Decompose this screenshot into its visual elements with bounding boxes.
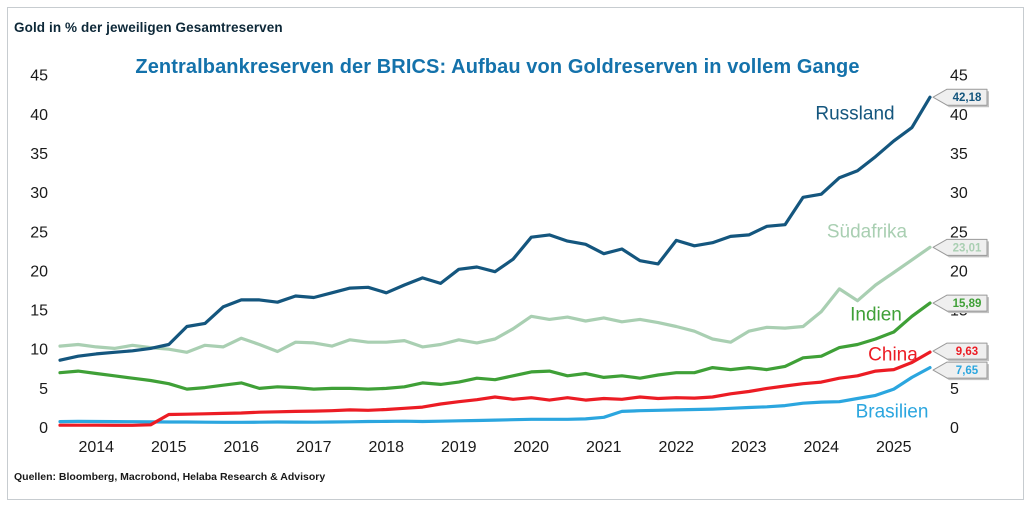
callout-box-südafrika: [932, 238, 988, 256]
series-line-china: [58, 350, 932, 427]
x-axis-label: 2025: [876, 439, 912, 456]
y-axis-label-left: 10: [30, 342, 48, 359]
y-axis-label-left: 5: [39, 381, 48, 398]
series-label-brasilien: Brasilien: [856, 402, 929, 423]
series-line-südafrika: [58, 245, 932, 354]
x-axis-label: 2015: [151, 439, 187, 456]
x-axis-label: 2017: [296, 439, 332, 456]
y-axis-label-left: 45: [30, 68, 48, 85]
y-axis-label-left: 35: [30, 146, 48, 163]
x-axis-label: 2018: [368, 439, 404, 456]
x-axis-label: 2022: [658, 439, 694, 456]
x-axis-label: 2024: [803, 439, 839, 456]
y-axis-label-right: 0: [950, 420, 959, 437]
callout-value-indien: 15,89: [953, 298, 982, 310]
callout-box-china: [932, 342, 988, 360]
series-label-china: China: [868, 345, 918, 366]
y-axis-label-right: 20: [950, 263, 968, 280]
y-axis-label-left: 40: [30, 107, 48, 124]
callout-value-brasilien: 7,65: [956, 365, 979, 377]
series-label-russland: Russland: [815, 104, 894, 125]
y-axis-label-left: 20: [30, 263, 48, 280]
y-axis-label-left: 25: [30, 224, 48, 241]
y-axis-label-left: 30: [30, 185, 48, 202]
x-axis-label: 2014: [78, 439, 114, 456]
y-axis-label-right: 5: [950, 381, 959, 398]
chart-units-subtitle: Gold in % der jeweiligen Gesamtreserven: [14, 20, 283, 35]
chart-title: Zentralbankreserven der BRICS: Aufbau vo…: [135, 56, 860, 78]
x-axis-label: 2019: [441, 439, 477, 456]
callout-value-russland: 42,18: [953, 92, 982, 104]
series-label-indien: Indien: [850, 305, 902, 326]
y-axis-label-right: 25: [950, 224, 968, 241]
callout-box-indien: [932, 294, 988, 312]
source-note: Quellen: Bloomberg, Macrobond, Helaba Re…: [14, 471, 326, 483]
y-axis-label-right: 40: [950, 107, 968, 124]
callout-value-südafrika: 23,01: [953, 242, 982, 254]
x-axis-label: 2023: [731, 439, 767, 456]
y-axis-label-left: 0: [39, 420, 48, 437]
x-axis-label: 2016: [223, 439, 259, 456]
series-label-südafrika: Südafrika: [827, 222, 908, 243]
y-axis-label-right: 45: [950, 68, 968, 85]
y-axis-label-right: 30: [950, 185, 968, 202]
callout-value-china: 9,63: [956, 346, 978, 358]
x-axis-label: 2020: [513, 439, 549, 456]
y-axis-label-left: 15: [30, 303, 48, 320]
series-line-indien: [58, 301, 932, 391]
y-axis-label-right: 35: [950, 146, 968, 163]
series-line-brasilien: [58, 366, 932, 424]
x-axis-label: 2021: [586, 439, 622, 456]
callout-box-russland: [932, 88, 988, 106]
callout-box-brasilien: [932, 361, 988, 379]
series-line-russland: [58, 95, 932, 362]
